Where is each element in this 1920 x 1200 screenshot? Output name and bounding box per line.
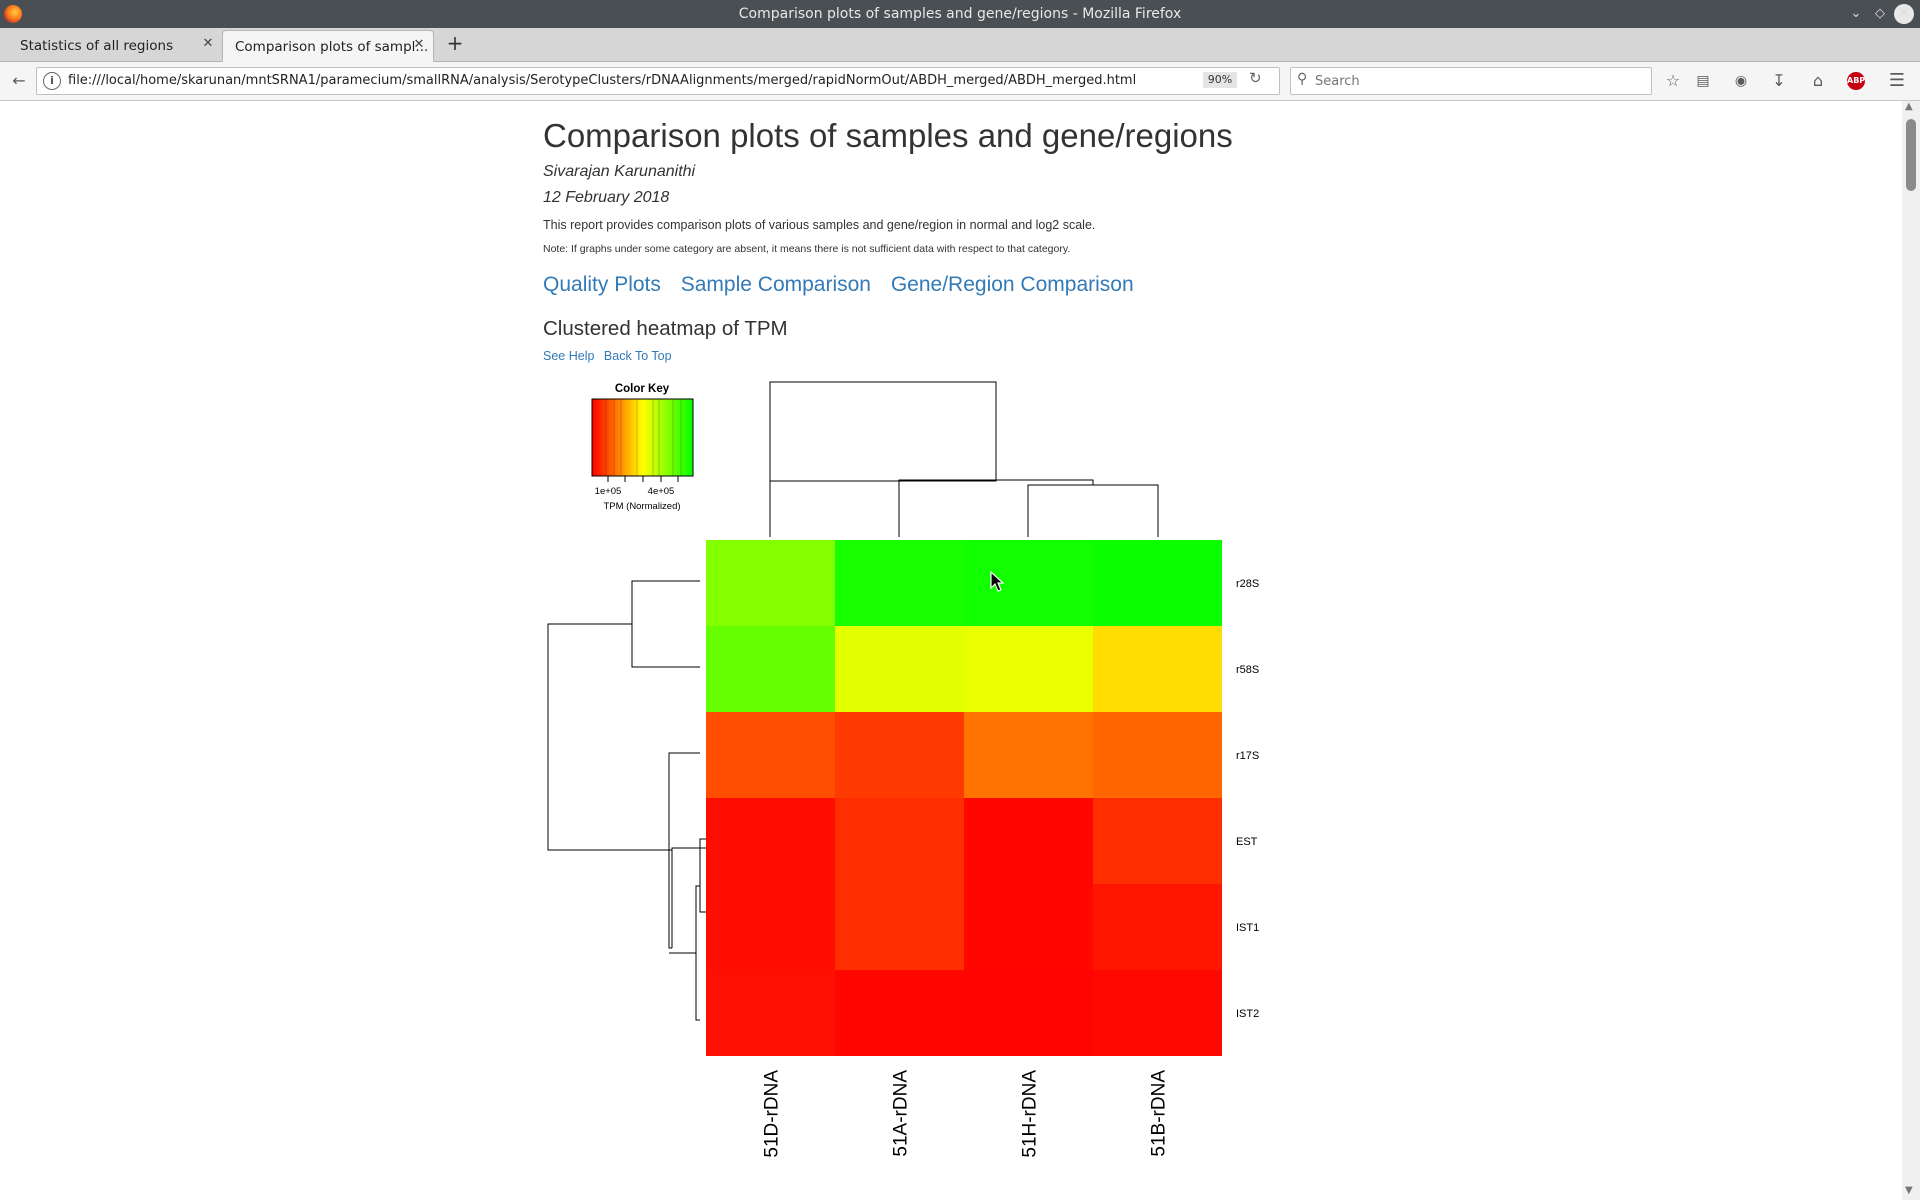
url-bar[interactable]: i file:///local/home/skarunan/mntSRNA1/p… [36,67,1280,95]
window-titlebar: Comparison plots of samples and gene/reg… [0,0,1920,28]
tab-label: Comparison plots of sampl... [235,39,429,55]
search-icon: ⚲ [1297,71,1308,87]
firefox-logo-icon [4,5,22,23]
author: Sivarajan Karunanithi [543,163,696,180]
search-input[interactable] [1313,70,1637,92]
heatmap-cell [1093,970,1222,1056]
heatmap-cell [706,970,835,1056]
tab-close-icon[interactable]: ✕ [202,36,214,51]
heatmap-cell [835,540,964,626]
heatmap-cell [835,712,964,798]
minimize-icon[interactable]: ⌄ [1850,6,1862,21]
heatmap-cell [964,540,1093,626]
link-quality-plots[interactable]: Quality Plots [543,273,661,296]
navigation-bar: ← i file:///local/home/skarunan/mntSRNA1… [0,62,1920,101]
row-label: r28S [1236,578,1259,590]
new-tab-icon[interactable]: + [446,31,464,55]
link-sample-comparison[interactable]: Sample Comparison [680,273,871,296]
adblock-plus-icon[interactable]: ABP [1847,72,1865,90]
column-label: 51A-rDNA [891,1070,912,1157]
report-description: This report provides comparison plots of… [543,218,1096,232]
info-icon[interactable]: i [43,72,61,90]
column-label: 51H-rDNA [1020,1070,1041,1158]
bookmark-star-icon[interactable]: ☆ [1665,71,1681,90]
heatmap-cell [706,798,835,884]
heatmap-cell [1093,884,1222,970]
maximize-icon[interactable]: ◇ [1875,6,1885,21]
row-label: r58S [1236,664,1259,676]
row-dendrogram [547,580,709,1021]
link-gene-region-comparison[interactable]: Gene/Region Comparison [890,273,1134,296]
color-key-gradient [591,398,694,477]
heatmap-cell [835,626,964,712]
url-text[interactable]: file:///local/home/skarunan/mntSRNA1/par… [68,73,1137,88]
row-labels: r28S r58S r17S EST IST1 IST2 [1236,578,1259,1020]
heatmap-cell [1093,798,1222,884]
heatmap-cell [1093,712,1222,798]
page-content: Comparison plots of samples and gene/reg… [0,101,1900,1200]
scroll-up-icon[interactable]: ▲ [1905,101,1913,112]
heatmap-cell [964,970,1093,1056]
section-links: See Help Back To Top [543,349,678,363]
heatmap-cell [835,884,964,970]
pocket-icon[interactable]: ◉ [1734,73,1748,89]
color-key-tick-label: 1e+05 [595,486,622,497]
vertical-scrollbar[interactable]: ▲ ▼ [1902,101,1920,1200]
window-title: Comparison plots of samples and gene/reg… [738,6,1182,22]
tab-close-icon[interactable]: ✕ [413,37,425,52]
heatmap-cell [964,884,1093,970]
row-label: IST1 [1236,922,1259,934]
row-label: r17S [1236,750,1259,762]
back-to-top-link[interactable]: Back To Top [603,349,672,363]
search-bar[interactable]: ⚲ [1290,67,1652,95]
heatmap-cell [706,626,835,712]
column-label: 51D-rDNA [762,1070,783,1158]
reading-list-icon[interactable]: ▤ [1696,73,1710,89]
download-icon[interactable]: ↧ [1772,71,1786,90]
column-label: 51B-rDNA [1149,1070,1170,1157]
section-nav: Quality Plots Sample Comparison Gene/Reg… [543,273,1148,297]
tab-statistics[interactable]: Statistics of all regions ✕ [0,30,220,61]
color-key-label: TPM (Normalized) [603,501,680,512]
page-title: Comparison plots of samples and gene/reg… [543,117,1233,154]
heatmap-cell [835,798,964,884]
heatmap-cells [706,540,1222,1056]
color-key-tick-label: 4e+05 [648,486,675,497]
heatmap-cell [964,626,1093,712]
mouse-cursor-icon [990,571,1004,592]
heatmap-cell [835,970,964,1056]
heatmap-cell [964,712,1093,798]
color-key-title: Color Key [615,383,670,395]
menu-icon[interactable]: ☰ [1888,70,1906,91]
row-label: IST2 [1236,1008,1259,1020]
section-heading: Clustered heatmap of TPM [543,317,788,340]
column-labels: 51D-rDNA 51A-rDNA 51H-rDNA 51B-rDNA [762,1070,1170,1158]
back-arrow-icon[interactable]: ← [12,71,26,90]
see-help-link[interactable]: See Help [543,349,595,363]
heatmap-cell [1093,626,1222,712]
heatmap-cell [1093,540,1222,626]
home-icon[interactable]: ⌂ [1812,71,1824,90]
tab-label: Statistics of all regions [20,38,174,54]
scroll-down-icon[interactable]: ▼ [1905,1185,1913,1196]
scrollbar-thumb[interactable] [1906,119,1916,191]
heatmap-cell [706,712,835,798]
heatmap-cell [706,540,835,626]
row-label: EST [1236,836,1258,848]
heatmap-cell [706,884,835,970]
close-window-icon[interactable]: ✕ [1894,4,1914,24]
tab-strip: Statistics of all regions ✕ Comparison p… [0,28,1920,62]
clustered-heatmap: Color Key 1e+05 [547,381,1259,1158]
column-dendrogram [769,381,1159,537]
color-key: Color Key 1e+05 [591,383,694,512]
tab-comparison-plots[interactable]: Comparison plots of sampl... ✕ [222,30,434,62]
reload-icon[interactable]: ↻ [1249,69,1262,87]
heatmap-cell [964,798,1093,884]
zoom-indicator[interactable]: 90% [1203,72,1237,88]
report-note: Note: If graphs under some category are … [543,243,1071,255]
report-date: 12 February 2018 [543,189,670,206]
